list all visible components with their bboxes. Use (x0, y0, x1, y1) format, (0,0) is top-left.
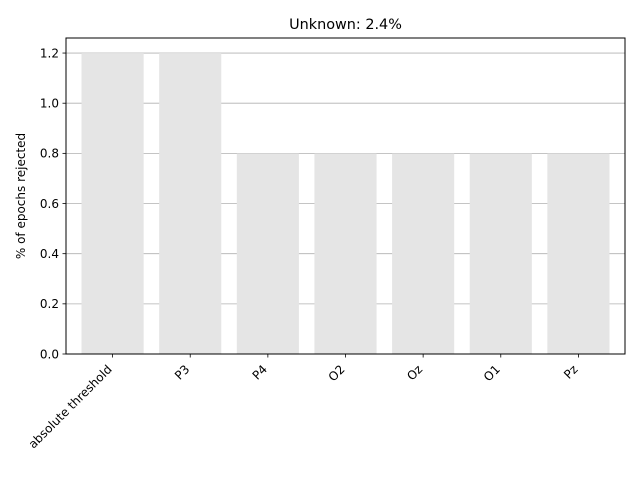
x-tick-label: Oz (404, 362, 425, 383)
y-tick-label: 0.0 (40, 347, 59, 361)
x-axis-ticks: absolute threshold P3 P4 O2 Oz O1 Pz (26, 354, 581, 451)
bar (236, 153, 299, 354)
x-tick-label: P3 (172, 362, 192, 382)
bar (392, 153, 455, 354)
bar (314, 153, 377, 354)
y-axis-title: % of epochs rejected (14, 133, 28, 259)
bar (469, 153, 532, 354)
x-tick-label: O2 (326, 362, 348, 384)
chart-title: Unknown: 2.4% (289, 17, 402, 33)
x-tick-label: O1 (481, 362, 503, 384)
x-tick-label: absolute threshold (26, 362, 115, 451)
y-tick-label: 0.6 (40, 197, 59, 211)
y-tick-label: 1.0 (40, 97, 59, 111)
bar (81, 53, 144, 355)
y-tick-label: 0.4 (40, 247, 59, 261)
y-tick-label: 1.2 (40, 46, 59, 60)
bars (81, 53, 610, 355)
bar (159, 53, 222, 355)
y-axis-ticks: 0.0 0.2 0.4 0.6 0.8 1.0 1.2 (40, 46, 66, 361)
y-tick-label: 0.8 (40, 147, 59, 161)
bar (547, 153, 610, 354)
x-tick-label: Pz (561, 362, 580, 381)
x-tick-label: P4 (250, 362, 270, 382)
y-tick-label: 0.2 (40, 297, 59, 311)
